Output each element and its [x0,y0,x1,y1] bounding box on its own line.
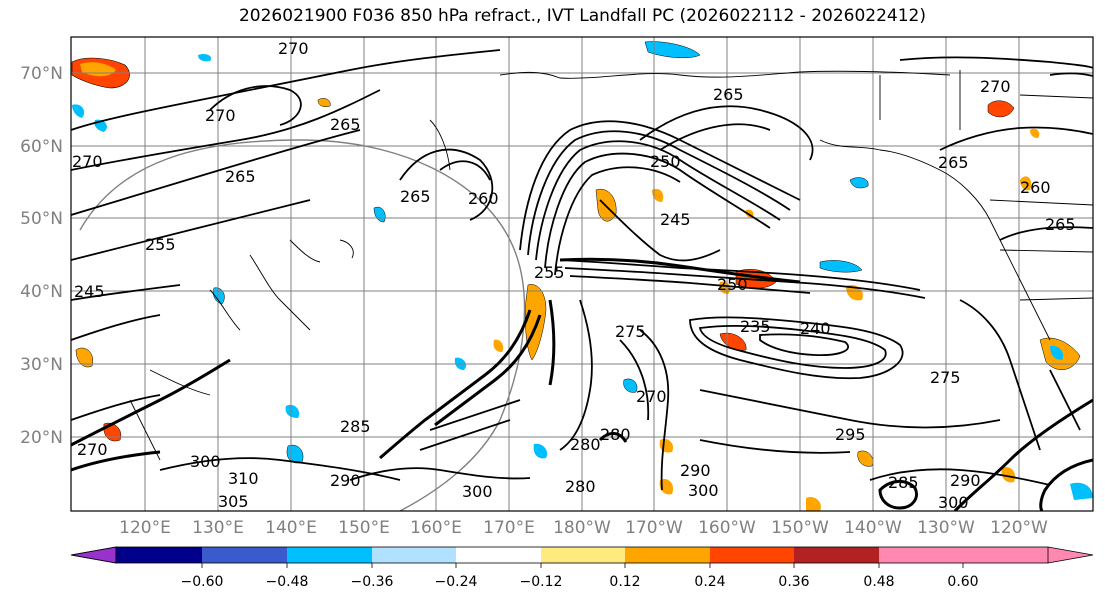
contour-label: 270 [205,106,236,125]
contour-label: 235 [740,317,771,336]
colorbar-segment [625,547,710,563]
contour-label: 280 [570,435,601,454]
colorbar-tick-label: 0.48 [863,574,894,590]
contour-label: 300 [688,481,719,500]
colorbar: −0.60 −0.48 −0.36 −0.24 −0.12 0.12 0.24 … [70,546,1094,590]
latitude-labels: 70°N 60°N 50°N 40°N 30°N 20°N [20,64,63,448]
contour-label: 255 [534,263,565,282]
lon-label: 150°W [771,518,829,538]
contour-label: 285 [340,417,371,436]
colorbar-segment [202,547,287,563]
contour-label: 300 [462,482,493,501]
colorbar-ticks [201,563,964,568]
contour-label: 305 [218,492,249,511]
contour-label: 275 [930,368,961,387]
colorbar-tick-label: 0.12 [609,574,640,590]
contour-label: 260 [468,189,499,208]
colorbar-tick-label: −0.60 [181,574,224,590]
contour-label: 295 [835,425,866,444]
colorbar-tick-label: 0.60 [947,574,978,590]
colorbar-tick-label: 0.36 [778,574,809,590]
colorbar-segment [372,547,456,563]
colorbar-segment [287,547,372,563]
lat-label-40n: 40°N [20,282,63,302]
colorbar-segment [794,547,879,563]
colorbar-segment [456,547,541,563]
lon-label: 120°E [119,518,171,538]
contour-label: 290 [950,471,981,490]
colorbar-segment [879,547,963,563]
colorbar-tick-label: −0.36 [351,574,394,590]
lon-label: 120°W [990,518,1048,538]
map-border [70,36,1094,512]
lat-label-60n: 60°N [20,137,63,157]
contour-label: 240 [800,319,831,338]
contour-label: 275 [615,322,646,341]
colorbar-segment [541,547,625,563]
colorbar-outline-ends [70,546,1094,564]
map-title: 2026021900 F036 850 hPa refract., IVT La… [238,6,926,26]
contour-label: 245 [660,210,691,229]
contour-label: 270 [77,440,108,459]
lat-label-30n: 30°N [20,355,63,375]
contour-label: 290 [680,461,711,480]
lon-label: 140°E [265,518,317,538]
contour-label: 300 [938,493,969,512]
contour-label: 285 [888,473,919,492]
colorbar-segment [116,547,202,563]
contour-label: 270 [72,152,103,171]
lat-label-20n: 20°N [20,428,63,448]
contour-label: 300 [190,452,221,471]
colorbar-tick-label: 0.24 [694,574,725,590]
contour-label: 280 [565,477,596,496]
lat-label-50n: 50°N [20,209,63,229]
lon-label: 180°W [553,518,611,538]
colorbar-tick-label: −0.12 [520,574,563,590]
contour-label: 280 [600,425,631,444]
contour-label: 265 [225,167,256,186]
shaded-anomalies [71,41,1093,511]
contour-label: 265 [400,187,431,206]
colorbar-extend-high [963,547,1093,563]
colorbar-tick-label: −0.24 [435,574,478,590]
contour-labels: 270 270 270 270 265 265 265 265 265 260 … [72,39,1076,512]
contour-label: 250 [717,275,748,294]
gridlines [71,37,1093,511]
contour-label: 265 [1045,215,1076,234]
colorbar-extend-low [70,546,117,564]
lon-label: 150°E [338,518,390,538]
lon-label: 160°E [410,518,462,538]
contour-label: 270 [278,39,309,58]
longitude-labels: 120°E 130°E 140°E 150°E 160°E 170°E 180°… [119,518,1048,538]
contour-label: 265 [713,85,744,104]
colorbar-outline [115,546,1049,564]
contour-label: 265 [330,115,361,134]
contour-label: 260 [1020,178,1051,197]
contour-label: 265 [938,153,969,172]
lon-label: 130°E [192,518,244,538]
contour-label: 255 [145,235,176,254]
coastlines [129,70,1093,461]
range-circle [79,139,526,511]
contour-label: 290 [330,471,361,490]
lon-label: 170°E [483,518,535,538]
colorbar-tick-label: −0.48 [266,574,309,590]
contour-label: 245 [74,282,105,301]
lat-label-70n: 70°N [20,64,63,84]
contour-label: 270 [636,387,667,406]
contour-label: 250 [650,152,681,171]
lon-label: 130°W [917,518,975,538]
lon-label: 170°W [625,518,683,538]
jet-bands [71,257,1093,511]
contour-label: 270 [980,77,1011,96]
contours [71,49,1093,491]
lon-label: 140°W [844,518,902,538]
colorbar-segment [710,547,794,563]
contour-label: 310 [228,469,259,488]
lon-label: 160°W [698,518,756,538]
